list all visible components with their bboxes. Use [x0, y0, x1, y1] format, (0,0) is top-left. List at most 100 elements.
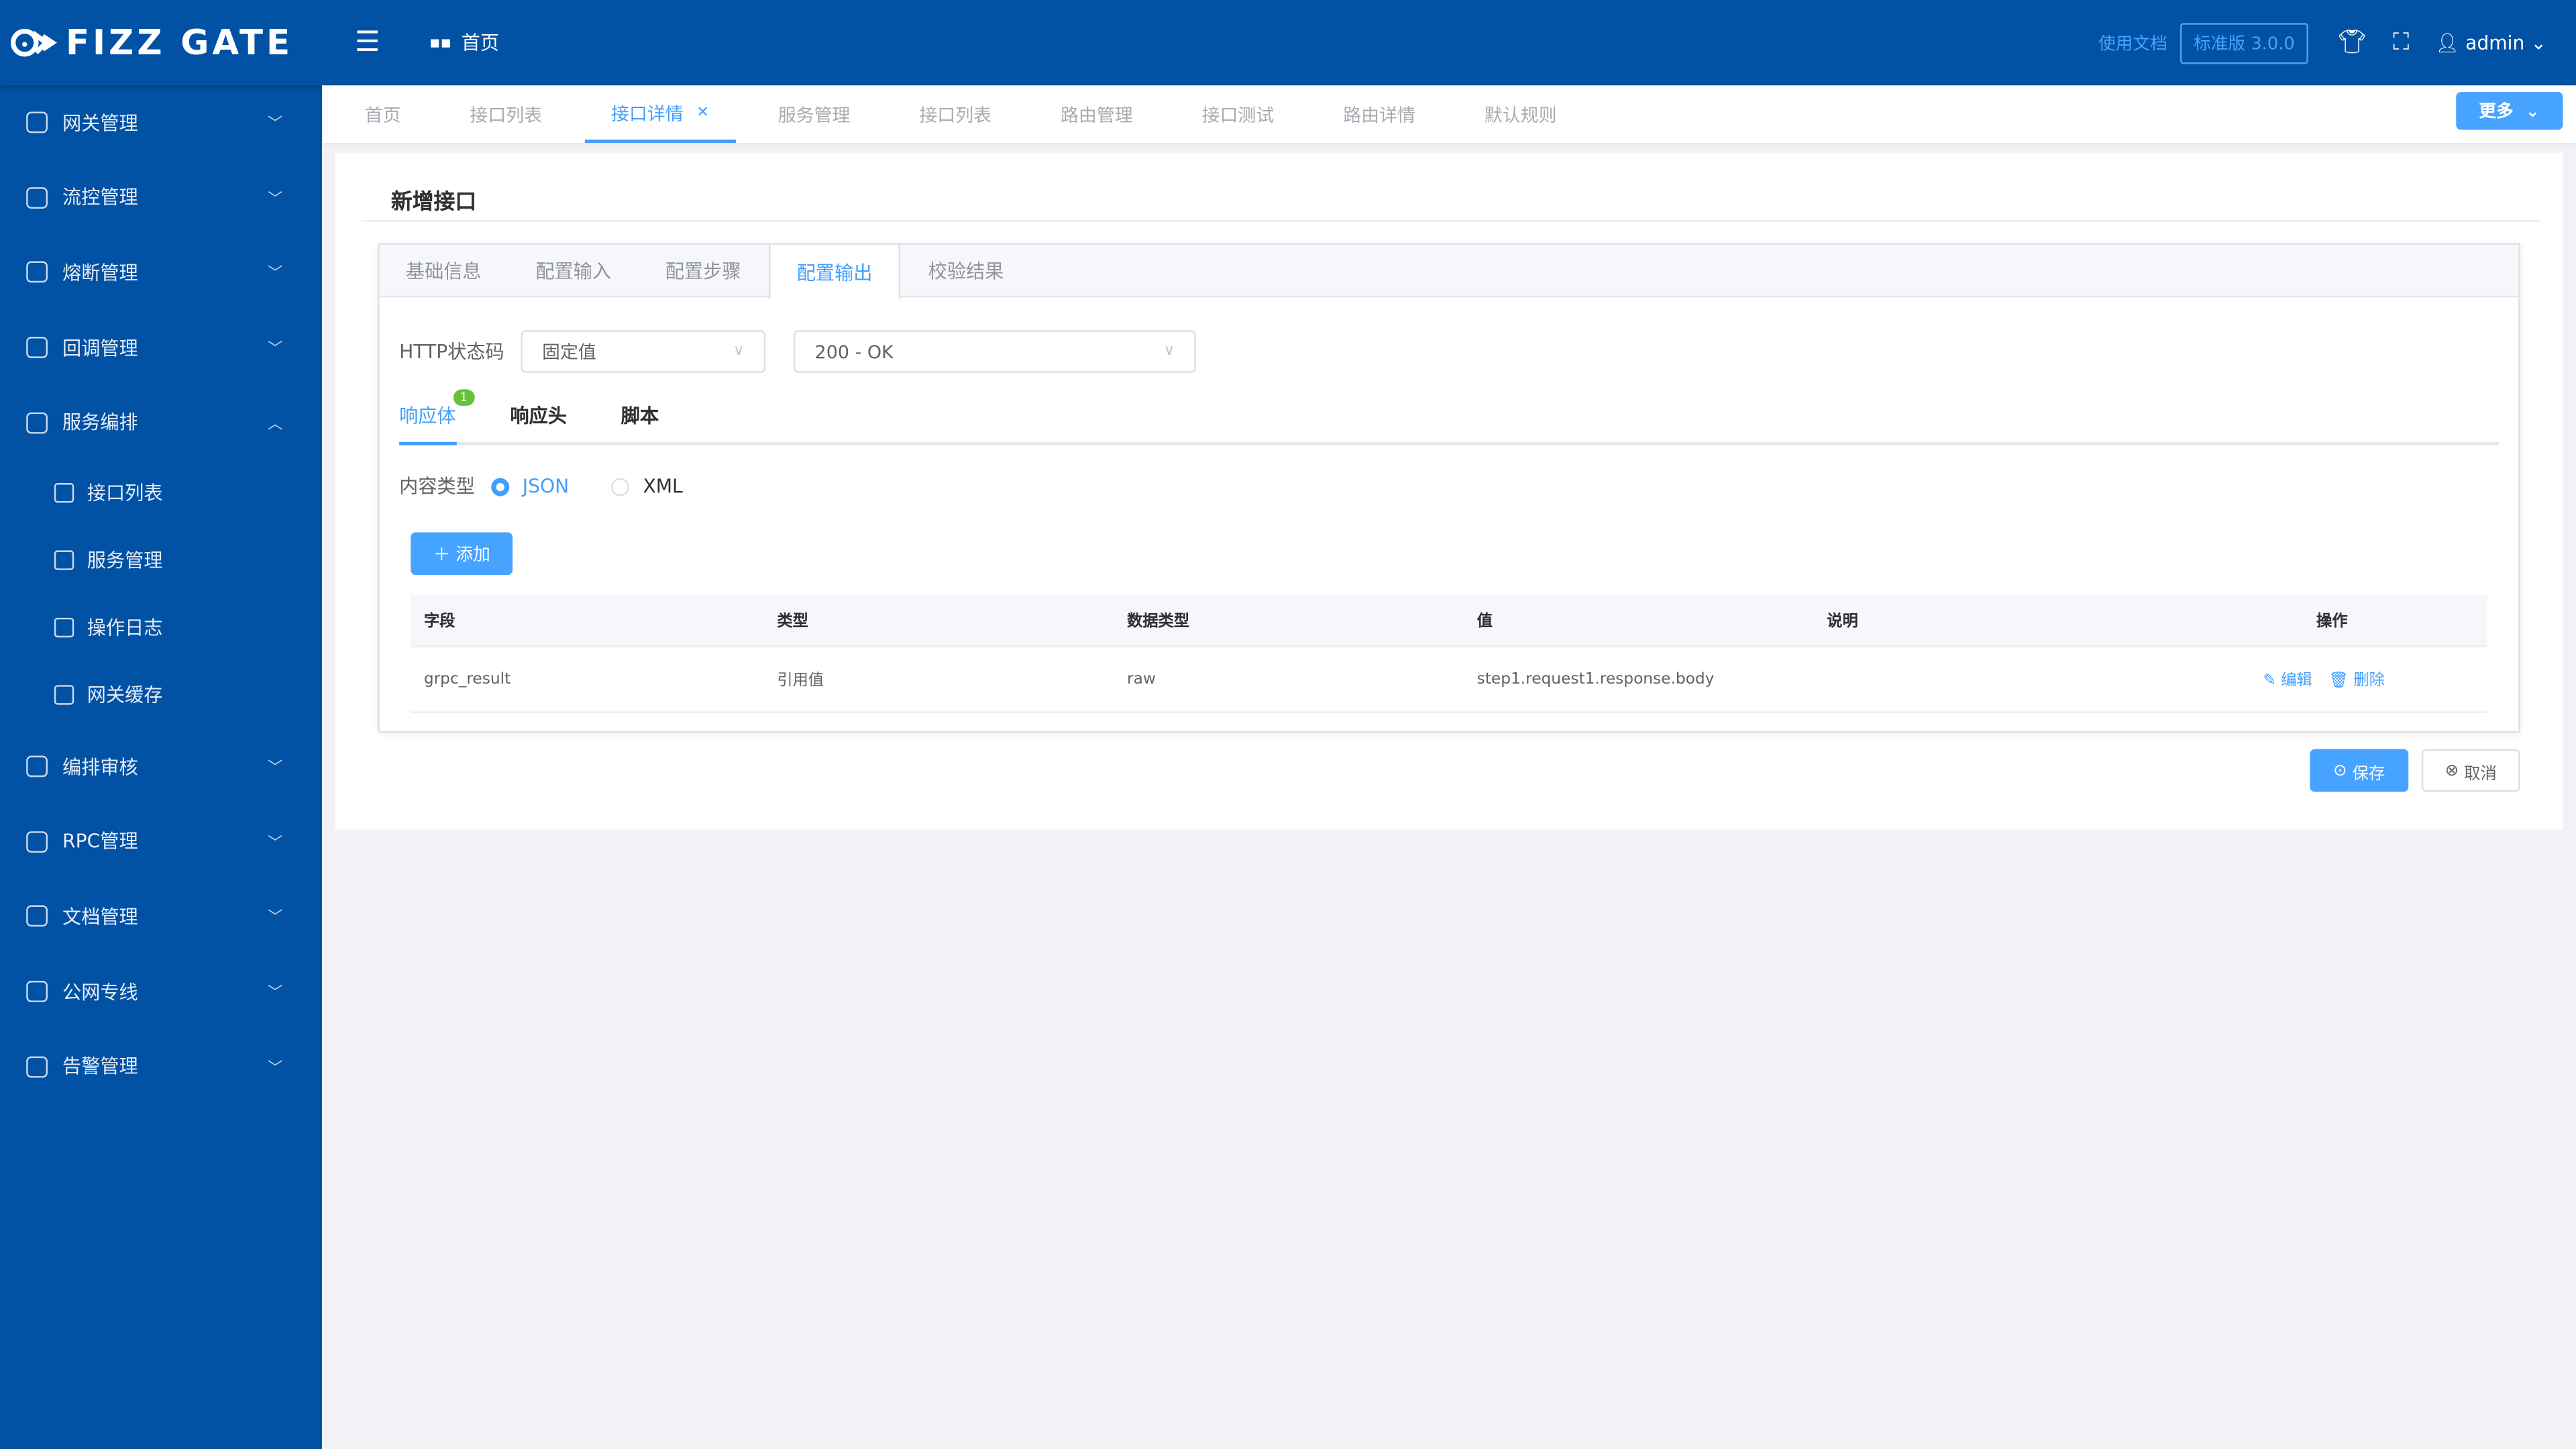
cancel-button[interactable]: ⊗ 取消	[2421, 749, 2520, 792]
sidebar-item[interactable]: 网关管理 ﹀	[0, 85, 322, 160]
count-badge: 1	[453, 389, 474, 406]
docs-link[interactable]: 使用文档	[2098, 34, 2167, 54]
list-icon	[54, 484, 74, 504]
response-tab[interactable]: 响应体 1	[399, 389, 474, 445]
step-tab[interactable]: 配置步骤	[665, 258, 741, 282]
check-circle-icon: ⊙	[2333, 761, 2347, 780]
rpc-icon	[26, 830, 48, 853]
chevron-down-icon: ﹀	[268, 985, 283, 1003]
tab[interactable]: 默认规则	[1484, 104, 1557, 126]
close-icon[interactable]: ✕	[696, 104, 709, 121]
edit-icon: ✎	[2263, 672, 2276, 690]
fullscreen-icon[interactable]: ⛶	[2393, 30, 2410, 56]
tab[interactable]: 接口详情 ✕	[584, 85, 736, 144]
calendar-icon	[26, 262, 48, 284]
logo-icon	[10, 28, 57, 57]
tab[interactable]: 接口列表	[919, 104, 992, 126]
column-header: 类型	[763, 594, 1114, 647]
step-tab[interactable]: 基础信息	[405, 258, 482, 282]
column-header: 数据类型	[1114, 594, 1464, 647]
chevron-down-icon: ﹀	[268, 761, 283, 778]
log-icon	[54, 618, 74, 639]
cell-field: grpc_result	[411, 645, 764, 712]
sidebar-subitem[interactable]: 操作日志	[0, 594, 322, 661]
trash-icon: 🗑︎	[2328, 672, 2349, 690]
sidebar-item[interactable]: 流控管理 ﹀	[0, 160, 322, 235]
column-header: 操作	[2163, 594, 2487, 647]
user-menu[interactable]: 👤︎ admin ⌄	[2435, 31, 2546, 54]
network-icon	[26, 981, 48, 1003]
radio-json[interactable]	[491, 477, 510, 496]
table-row: grpc_result 引用值 raw step1.request1.response…	[411, 645, 2487, 712]
tab[interactable]: 接口测试	[1201, 104, 1275, 126]
version-badge: 标准版 3.0.0	[2180, 22, 2308, 64]
column-header: 字段	[411, 594, 764, 647]
cloud-icon	[26, 112, 48, 134]
chevron-down-icon: ∨	[1163, 343, 1175, 360]
step-tab[interactable]: 配置输出	[769, 244, 901, 299]
chevron-down-icon: ﹀	[268, 117, 283, 134]
grid-icon: ▪▪	[429, 34, 452, 52]
cache-icon	[54, 686, 74, 706]
sitemap-icon	[26, 186, 48, 209]
response-tab[interactable]: 响应头	[510, 404, 567, 427]
chevron-down-icon: ﹀	[268, 266, 283, 284]
chevron-down-icon: ⌄	[2530, 31, 2546, 54]
cell-type: 引用值	[763, 645, 1114, 712]
add-button[interactable]: ＋ 添加	[411, 532, 513, 576]
chevron-down-icon: ﹀	[268, 836, 283, 853]
tab[interactable]: 路由管理	[1060, 104, 1133, 126]
sidebar-subitem[interactable]: 网关缓存	[0, 662, 322, 729]
sidebar-subitem[interactable]: 服务管理	[0, 527, 322, 594]
tab[interactable]: 路由详情	[1343, 104, 1415, 126]
response-tab[interactable]: 脚本	[621, 404, 659, 427]
radio-xml[interactable]	[611, 477, 630, 496]
column-header: 值	[1464, 594, 1814, 647]
close-circle-icon: ⊗	[2445, 761, 2459, 780]
sidebar-item[interactable]: 公网专线 ﹀	[0, 954, 322, 1029]
tab[interactable]: 服务管理	[777, 104, 851, 126]
sidebar-subitem[interactable]: 接口列表	[0, 460, 322, 527]
delete-button[interactable]: 🗑︎ 删除	[2328, 672, 2385, 690]
save-button[interactable]: ⊙ 保存	[2310, 749, 2409, 792]
tab-bar: 首页 接口列表 接口详情 ✕ 服务管理 接口列表 路由管理 接口测试 路由详情 默认规则 更多 ⌄	[322, 85, 2576, 144]
audit-icon	[26, 756, 48, 778]
plus-icon: ＋	[433, 544, 451, 565]
grid-icon	[26, 411, 48, 433]
step-tab[interactable]: 校验结果	[928, 258, 1004, 282]
content-card: 新增接口 基础信息 配置输入 配置步骤 配置输出 校验结果 HTTP状态码 固定值 ∨ 2…	[335, 152, 2563, 830]
sidebar-item[interactable]: 告警管理 ﹀	[0, 1029, 322, 1104]
sidebar-item[interactable]: 服务编排 ︿	[0, 385, 322, 460]
theme-shirt-icon[interactable]: 👕︎	[2337, 30, 2367, 56]
home-breadcrumb[interactable]: ▪▪ 首页	[429, 31, 500, 54]
sidebar-item[interactable]: 熔断管理 ﹀	[0, 235, 322, 311]
callback-icon	[26, 337, 48, 359]
sidebar-item[interactable]: RPC管理 ﹀	[0, 804, 322, 879]
chevron-down-icon: ﹀	[268, 341, 283, 359]
chevron-down-icon: ﹀	[268, 1061, 283, 1077]
http-mode-select[interactable]: 固定值 ∨	[521, 330, 766, 373]
http-status-label: HTTP状态码	[399, 339, 504, 364]
service-icon	[54, 551, 74, 571]
step-panel: 基础信息 配置输入 配置步骤 配置输出 校验结果 HTTP状态码 固定值 ∨ 200 - …	[378, 243, 2520, 733]
bell-icon	[26, 1055, 48, 1077]
top-bar: ☰ ▪▪ 首页 使用文档 标准版 3.0.0 👕︎ ⛶ 👤︎ admin ⌄	[322, 0, 2576, 86]
more-button[interactable]: 更多 ⌄	[2455, 92, 2563, 130]
tab[interactable]: 接口列表	[470, 104, 543, 126]
sidebar-item[interactable]: 编排审核 ﹀	[0, 729, 322, 804]
logo[interactable]: FIZZ GATE	[0, 0, 322, 85]
http-code-select[interactable]: 200 - OK ∨	[793, 330, 1196, 373]
sidebar-item[interactable]: 回调管理 ﹀	[0, 310, 322, 385]
chevron-up-icon: ︿	[268, 417, 283, 433]
chevron-down-icon: ﹀	[268, 192, 283, 209]
cell-value: step1.request1.response.body	[1464, 645, 1814, 712]
doc-icon	[26, 906, 48, 928]
tab[interactable]: 首页	[364, 104, 401, 126]
chevron-down-icon: ⌄	[2525, 101, 2540, 121]
cell-desc	[1813, 645, 2164, 712]
sidebar-item[interactable]: 文档管理 ﹀	[0, 879, 322, 955]
output-table: 字段 类型 数据类型值说明 操作 grpc_result 引用值 raw step1.req…	[411, 594, 2487, 712]
hamburger-menu-icon[interactable]: ☰	[354, 26, 380, 60]
step-tab[interactable]: 配置输入	[535, 258, 612, 282]
edit-button[interactable]: ✎ 编辑	[2263, 672, 2312, 690]
